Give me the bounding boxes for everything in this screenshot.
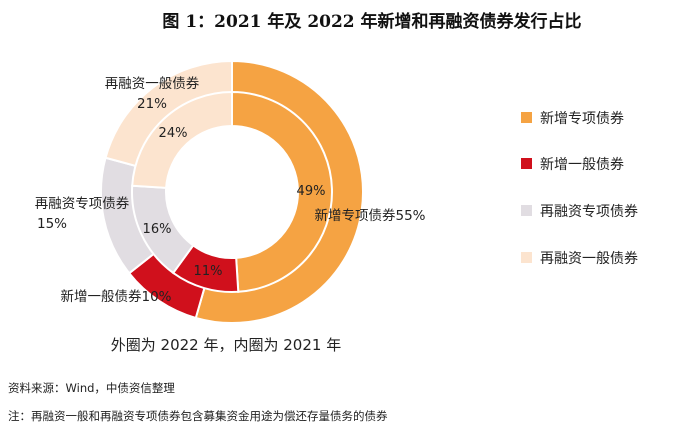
inner-label-new-special: 49% bbox=[297, 184, 326, 199]
legend-label-refi-special: 再融资专项债券 bbox=[540, 204, 638, 220]
outer-label-new-general: 新增一般债券10% bbox=[60, 289, 171, 305]
footnote: 注：再融资一般和再融资专项债券包含募集资金用途为偿还存量债务的债券 bbox=[8, 409, 388, 423]
outer-label-refi-general-value: 21% bbox=[137, 96, 167, 112]
inner-label-new-general: 11% bbox=[194, 264, 223, 279]
legend-label-new-general: 新增一般债券 bbox=[540, 157, 624, 173]
legend-label-refi-general: 再融资一般债券 bbox=[540, 251, 638, 267]
legend-label-new-special: 新增专项债券 bbox=[540, 111, 624, 127]
inner-ring-slice-refi-general bbox=[131, 90, 233, 189]
outer-label-refi-general-name: 再融资一般债券 bbox=[105, 76, 200, 92]
outer-label-refi-special-value: 15% bbox=[37, 216, 67, 232]
chart-title: 图 1：2021 年及 2022 年新增和再融资债券发行占比 bbox=[162, 11, 581, 32]
inner-ring-slice-new-special bbox=[231, 90, 333, 293]
source-note: 资料来源：Wind，中债资信整理 bbox=[8, 381, 175, 395]
legend-swatch-new-general bbox=[521, 158, 532, 169]
legend-swatch-refi-general bbox=[521, 252, 532, 263]
chart-caption: 外圈为 2022 年，内圈为 2021 年 bbox=[111, 336, 341, 354]
legend-swatch-new-special bbox=[521, 112, 532, 123]
outer-label-refi-special-name: 再融资专项债券 bbox=[35, 196, 130, 212]
outer-label-new-special: 新增专项债券55% bbox=[314, 208, 425, 224]
legend-swatch-refi-special bbox=[521, 205, 532, 216]
legend: 新增专项债券 新增一般债券 再融资专项债券 再融资一般债券 bbox=[521, 111, 638, 267]
inner-label-refi-general: 24% bbox=[159, 126, 188, 141]
inner-label-refi-special: 16% bbox=[143, 222, 172, 237]
inner-ring-2021 bbox=[131, 90, 333, 293]
